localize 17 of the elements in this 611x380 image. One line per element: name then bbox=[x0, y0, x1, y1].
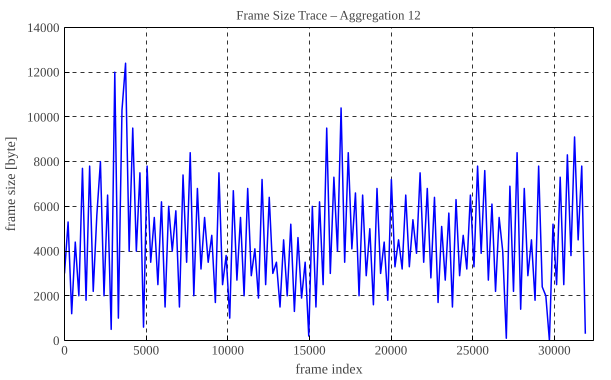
x-tick-label: 5000 bbox=[133, 342, 160, 358]
x-axis-title: frame index bbox=[295, 362, 363, 378]
y-tick-label: 2000 bbox=[34, 288, 60, 304]
y-tick-label: 4000 bbox=[34, 244, 60, 259]
x-tick-label: 25000 bbox=[456, 342, 489, 358]
y-tick-label: 0 bbox=[53, 333, 60, 348]
y-axis-title: frame size [byte] bbox=[4, 136, 19, 232]
y-tick-label: 14000 bbox=[27, 20, 60, 35]
y-tick-label: 6000 bbox=[34, 198, 60, 214]
y-tick-label: 10000 bbox=[27, 109, 60, 124]
x-tick-label: 20000 bbox=[374, 342, 408, 358]
chart-title: Frame Size Trace – Aggregation 12 bbox=[236, 8, 421, 22]
x-tick-label: 30000 bbox=[538, 342, 571, 358]
x-tick-label: 10000 bbox=[212, 342, 244, 358]
x-tick-label: 15000 bbox=[293, 342, 326, 358]
y-tick-label: 12000 bbox=[27, 64, 60, 80]
y-tick-label: 8000 bbox=[34, 154, 60, 170]
